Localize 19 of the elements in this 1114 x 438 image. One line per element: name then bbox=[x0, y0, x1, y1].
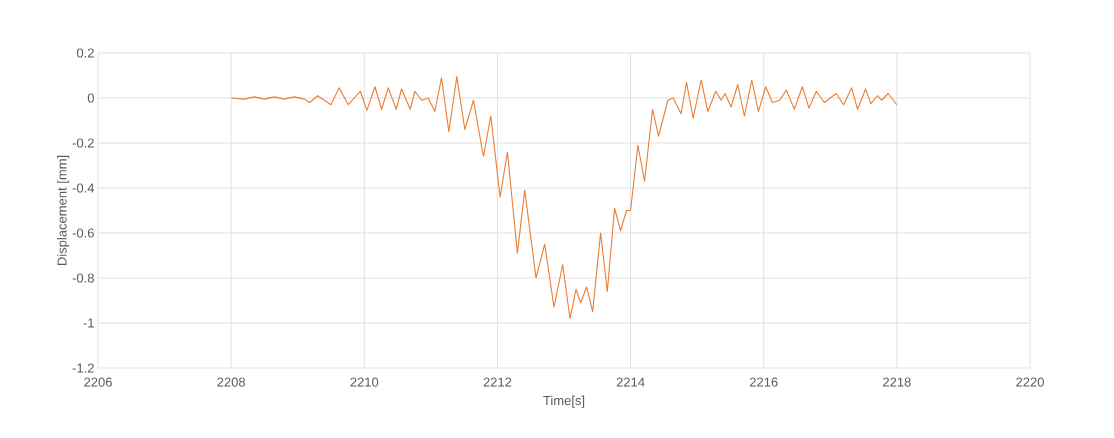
y-tick-label: -1 bbox=[83, 318, 94, 328]
y-tick-label: -0.8 bbox=[72, 273, 94, 283]
x-tick-label: 2216 bbox=[749, 377, 778, 387]
x-tick-label: 2214 bbox=[616, 377, 645, 387]
y-axis-title: Displacement [mm] bbox=[57, 155, 70, 266]
y-tick-label: -0.4 bbox=[72, 183, 95, 193]
y-tick-label: -1.2 bbox=[72, 363, 94, 373]
y-tick-label: -0.6 bbox=[72, 228, 94, 238]
y-tick-label: 0.2 bbox=[76, 48, 94, 58]
x-tick-label: 2212 bbox=[483, 377, 512, 387]
line-series bbox=[230, 76, 898, 320]
x-tick-label: 2206 bbox=[84, 377, 112, 387]
y-tick-label: -0.2 bbox=[72, 138, 94, 148]
x-tick-label: 2220 bbox=[1016, 377, 1044, 387]
x-tick-label: 2208 bbox=[217, 377, 246, 387]
x-axis-title: Time[s] bbox=[543, 395, 585, 408]
y-tick-label: 0 bbox=[87, 93, 94, 103]
x-tick-label: 2218 bbox=[883, 377, 911, 387]
x-tick-label: 2210 bbox=[350, 377, 379, 387]
